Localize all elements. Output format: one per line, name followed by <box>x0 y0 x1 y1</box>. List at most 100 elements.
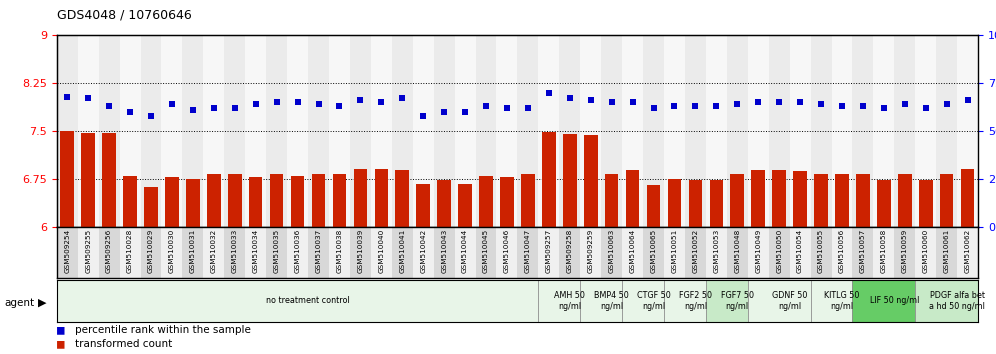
Bar <box>811 227 832 278</box>
Bar <box>395 171 409 354</box>
Bar <box>622 227 643 278</box>
Bar <box>853 35 873 227</box>
Point <box>269 99 285 105</box>
Bar <box>790 227 811 278</box>
Bar <box>563 134 577 354</box>
Bar <box>769 35 790 227</box>
Bar <box>832 35 853 227</box>
Bar <box>203 35 224 227</box>
Bar <box>727 35 748 227</box>
Point <box>123 109 138 115</box>
Bar <box>581 227 602 278</box>
Bar <box>643 35 664 227</box>
Bar <box>664 280 706 322</box>
Bar <box>685 227 706 278</box>
Bar <box>542 132 556 354</box>
Bar <box>57 227 78 278</box>
Bar <box>706 35 727 227</box>
Bar <box>751 171 765 354</box>
Bar <box>688 180 702 354</box>
Bar <box>919 180 932 354</box>
Bar <box>832 227 853 278</box>
Text: transformed count: transformed count <box>75 339 172 349</box>
Point <box>394 96 410 101</box>
Bar <box>667 179 681 354</box>
Bar <box>873 227 894 278</box>
Point <box>102 103 118 109</box>
Bar <box>748 227 769 278</box>
Bar <box>500 177 514 354</box>
Bar <box>329 227 350 278</box>
Text: GSM509257: GSM509257 <box>546 229 552 273</box>
Bar <box>560 35 581 227</box>
Text: GSM510051: GSM510051 <box>671 229 677 273</box>
Bar <box>475 227 496 278</box>
Text: BMP4 50
ng/ml: BMP4 50 ng/ml <box>595 291 629 311</box>
Bar <box>539 35 560 227</box>
Text: GSM510047: GSM510047 <box>525 229 531 273</box>
Point <box>164 101 180 107</box>
Bar <box>354 169 368 354</box>
Bar <box>793 171 807 354</box>
Point <box>771 99 787 105</box>
Bar <box>961 169 974 354</box>
Bar <box>622 35 643 227</box>
Bar <box>730 174 744 354</box>
Bar <box>82 133 95 354</box>
Bar <box>581 35 602 227</box>
Point <box>60 94 76 99</box>
Text: GSM510029: GSM510029 <box>148 229 154 273</box>
Bar <box>412 227 433 278</box>
Bar <box>120 35 140 227</box>
Bar <box>769 227 790 278</box>
Point <box>457 109 473 115</box>
Bar <box>664 35 685 227</box>
Bar <box>894 227 915 278</box>
Text: GSM510053: GSM510053 <box>713 229 719 273</box>
Point <box>499 105 515 111</box>
Bar <box>391 227 412 278</box>
Point <box>624 99 640 105</box>
Bar <box>61 131 74 354</box>
Text: GSM510060: GSM510060 <box>922 229 928 273</box>
Text: GSM509256: GSM509256 <box>107 229 113 273</box>
Bar <box>266 35 287 227</box>
Bar <box>374 169 388 354</box>
Bar <box>454 227 475 278</box>
Text: GSM510028: GSM510028 <box>127 229 133 273</box>
Text: GSM510033: GSM510033 <box>232 229 238 273</box>
Bar <box>99 35 120 227</box>
Bar <box>165 177 178 354</box>
Bar <box>898 174 911 354</box>
Bar <box>140 35 161 227</box>
Bar <box>249 177 263 354</box>
Point <box>583 98 599 103</box>
Bar <box>915 280 978 322</box>
Bar <box>518 227 539 278</box>
Text: GSM510044: GSM510044 <box>462 229 468 273</box>
Text: GSM510055: GSM510055 <box>818 229 824 273</box>
Text: CTGF 50
ng/ml: CTGF 50 ng/ml <box>636 291 670 311</box>
Bar <box>790 35 811 227</box>
Text: GSM510061: GSM510061 <box>943 229 949 273</box>
Bar <box>454 35 475 227</box>
Bar <box>207 174 221 354</box>
Text: FGF7 50
ng/ml: FGF7 50 ng/ml <box>721 291 754 311</box>
Bar <box>748 280 811 322</box>
Point <box>143 113 159 119</box>
Point <box>666 103 682 109</box>
Point <box>436 109 452 115</box>
Text: GSM510059: GSM510059 <box>901 229 907 273</box>
Text: FGF2 50
ng/ml: FGF2 50 ng/ml <box>679 291 712 311</box>
Bar <box>584 136 598 354</box>
Text: GSM510039: GSM510039 <box>358 229 364 273</box>
Bar <box>727 227 748 278</box>
Point <box>248 101 264 107</box>
Bar <box>270 174 284 354</box>
Bar <box>412 35 433 227</box>
Bar <box>186 179 199 354</box>
Bar <box>245 35 266 227</box>
Bar <box>140 227 161 278</box>
Bar <box>877 180 890 354</box>
Bar <box>496 35 518 227</box>
